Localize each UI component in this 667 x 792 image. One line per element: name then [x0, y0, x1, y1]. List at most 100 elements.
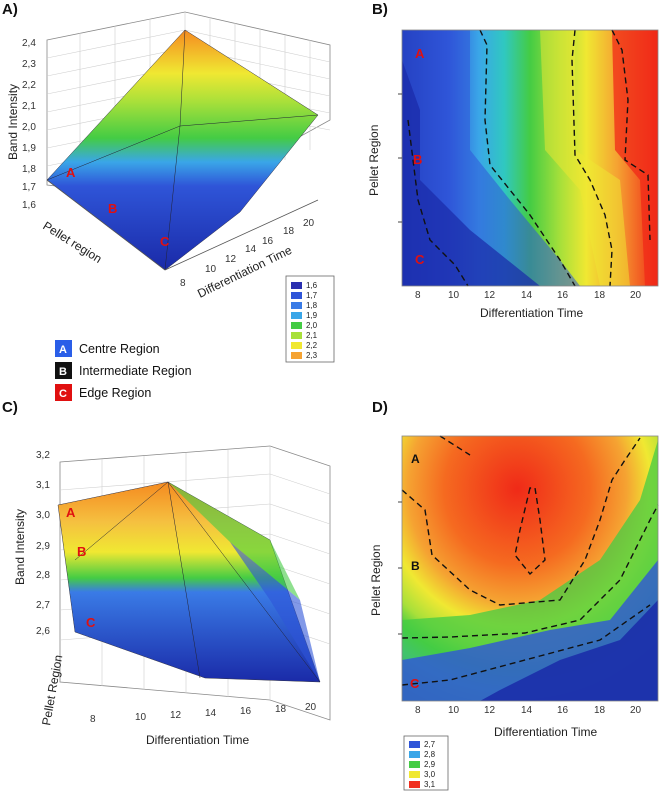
tick-label: 2,3 [22, 59, 36, 70]
tick-label: 12 [484, 705, 496, 716]
tick-label: 14 [205, 708, 217, 719]
panel-c-x-ticks: 8 10 12 14 16 18 20 [90, 702, 317, 725]
key-letter: B [59, 366, 67, 378]
tick-label: 8 [415, 705, 421, 716]
legend-label: 3,0 [424, 770, 436, 779]
panel-d-region-c: C [410, 676, 420, 691]
panel-a-x-ticks: 8 10 12 14 16 18 20 [180, 218, 315, 289]
tick-label: 8 [415, 290, 421, 301]
panel-c-region-a: A [66, 505, 76, 520]
tick-label: 10 [135, 712, 147, 723]
tick-label: 20 [305, 702, 317, 713]
tick-label: 2,7 [36, 600, 50, 611]
legend-swatch [291, 292, 302, 299]
tick-label: 18 [283, 226, 295, 237]
tick-label: 16 [557, 705, 569, 716]
legend-label: 2,3 [306, 351, 318, 360]
key-box-c [55, 384, 72, 401]
panel-c-ylabel: Pellet Region [39, 654, 65, 727]
panel-c-letter: C) [2, 399, 18, 416]
tick-label: 12 [170, 710, 182, 721]
panel-d-ylabel: Pellet Region [369, 545, 383, 616]
legend-swatch [291, 352, 302, 359]
legend-swatch [291, 332, 302, 339]
legend-swatch [291, 312, 302, 319]
panel-a-surface [46, 29, 319, 271]
legend-swatch [409, 771, 420, 778]
panel-a-ylabel: Pellet region [40, 219, 104, 266]
tick-label: 10 [448, 705, 460, 716]
tick-label: 2,0 [22, 122, 36, 133]
panel-a-region-b: B [108, 201, 117, 216]
panel-a-legend: 1,6 1,7 1,8 1,9 2,0 2,1 2,2 2,3 [285, 275, 335, 363]
panel-a-zlabel: Band Intensity [6, 84, 20, 160]
legend-label: 2,8 [424, 750, 436, 759]
tick-label: 1,9 [22, 143, 36, 154]
tick-label: 2,6 [36, 626, 50, 637]
panel-c-region-c: C [86, 615, 96, 630]
legend-swatch [291, 302, 302, 309]
tick-label: 12 [225, 254, 237, 265]
key-box-b [55, 362, 72, 379]
panel-c-xlabel: Differentiation Time [146, 733, 249, 747]
tick-label: 1,7 [22, 182, 36, 193]
tick-label: 3,2 [36, 450, 50, 461]
panel-b-xlabel: Differentiation Time [480, 306, 583, 320]
legend-swatch [291, 322, 302, 329]
tick-label: 20 [630, 705, 642, 716]
legend-label: 1,6 [306, 281, 318, 290]
tick-label: 18 [594, 705, 606, 716]
tick-label: 10 [448, 290, 460, 301]
key-label: Edge Region [79, 386, 151, 400]
legend-swatch [409, 741, 420, 748]
tick-label: 16 [262, 236, 274, 247]
panel-b: B) 8 10 12 14 16 18 20 Differentiation T… [367, 1, 659, 320]
panel-d-letter: D) [372, 399, 388, 416]
legend-label: 1,7 [306, 291, 318, 300]
panel-c-zlabel: Band Intensity [13, 509, 27, 585]
key-box-a [55, 340, 72, 357]
tick-label: 16 [240, 706, 252, 717]
legend-label: 1,8 [306, 301, 318, 310]
key-label: Intermediate Region [79, 364, 192, 378]
tick-label: 14 [245, 244, 257, 255]
legend-label: 2,2 [306, 341, 318, 350]
panel-d-x-ticks: 8 10 12 14 16 18 20 [415, 705, 642, 716]
legend-label: 2,9 [424, 760, 436, 769]
panel-b-region-c: C [415, 252, 425, 267]
tick-label: 18 [594, 290, 606, 301]
key-letter: C [59, 388, 67, 400]
panel-a-z-ticks: 2,4 2,3 2,2 2,1 2,0 1,9 1,8 1,7 1,6 [22, 38, 36, 211]
tick-label: 3,0 [36, 510, 50, 521]
panel-c-region-b: B [77, 544, 86, 559]
tick-label: 2,4 [22, 38, 36, 49]
key-letter: A [59, 344, 67, 356]
legend-label: 2,1 [306, 331, 318, 340]
panel-d-xlabel: Differentiation Time [494, 725, 597, 739]
panel-d-region-b: B [411, 559, 420, 573]
legend-swatch [291, 342, 302, 349]
panel-d-legend: 2,7 2,8 2,9 3,0 3,1 [403, 735, 449, 791]
panel-b-region-b: B [413, 152, 422, 167]
tick-label: 14 [521, 705, 533, 716]
panel-d: D) 8 10 12 14 16 18 20 Differentiation T… [369, 399, 659, 791]
tick-label: 3,1 [36, 480, 50, 491]
tick-label: 20 [303, 218, 315, 229]
tick-label: 2,9 [36, 541, 50, 552]
panel-a: A) 2,4 2,3 2,2 2,1 2,0 [2, 1, 335, 363]
tick-label: 2,8 [36, 570, 50, 581]
panel-c-z-ticks: 3,2 3,1 3,0 2,9 2,8 2,7 2,6 [36, 450, 50, 637]
tick-label: 8 [180, 278, 186, 289]
legend-label: 1,9 [306, 311, 318, 320]
legend-label: 2,0 [306, 321, 318, 330]
tick-label: 1,8 [22, 164, 36, 175]
panel-d-region-a: A [411, 452, 420, 466]
panel-a-region-a: A [66, 165, 76, 180]
tick-label: 14 [521, 290, 533, 301]
panel-b-ylabel: Pellet Region [367, 125, 381, 196]
tick-label: 12 [484, 290, 496, 301]
tick-label: 10 [205, 264, 217, 275]
tick-label: 1,6 [22, 200, 36, 211]
legend-swatch [409, 751, 420, 758]
